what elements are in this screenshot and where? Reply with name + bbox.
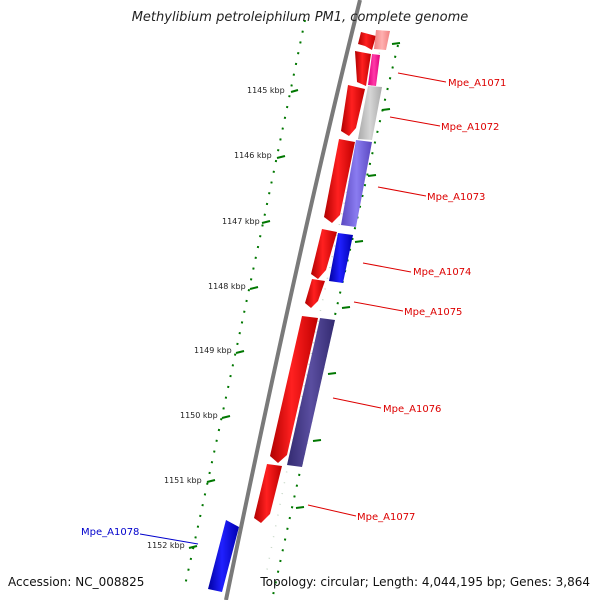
map-title: Methylibium petroleiphilum PM1, complete… xyxy=(131,10,469,25)
leader-line xyxy=(332,397,382,409)
cds-reverse[interactable] xyxy=(208,520,239,592)
cds-forward[interactable] xyxy=(355,51,371,86)
leader-line xyxy=(397,72,447,83)
kbp-label: 1151 kbp xyxy=(164,476,202,485)
leader-line xyxy=(353,301,404,312)
gene-leader-lines xyxy=(139,72,447,545)
gene-label[interactable]: Mpe_A1071 xyxy=(448,78,506,89)
gene-labels: Mpe_A1071 Mpe_A1072 Mpe_A1073 Mpe_A1074 … xyxy=(81,78,506,538)
kbp-tick xyxy=(221,415,231,419)
kbp-tick xyxy=(391,42,401,45)
cog-segment xyxy=(341,140,372,227)
kbp-label: 1152 kbp xyxy=(147,541,185,550)
forward-cds-track xyxy=(208,32,376,592)
kbp-label: 1146 kbp xyxy=(234,151,272,160)
kbp-tick xyxy=(367,174,377,177)
leader-line xyxy=(362,262,412,273)
cog-track xyxy=(287,30,390,467)
kbp-tick xyxy=(206,479,216,483)
genome-summary: Topology: circular; Length: 4,044,195 bp… xyxy=(260,575,590,589)
kbp-tick xyxy=(249,286,259,290)
gene-label[interactable]: Mpe_A1078 xyxy=(81,527,139,538)
cds-forward[interactable] xyxy=(311,229,337,279)
kbp-tick xyxy=(290,89,299,93)
kbp-tick xyxy=(276,155,286,159)
kbp-tick xyxy=(354,240,364,243)
cog-segment xyxy=(287,318,335,467)
cds-forward[interactable] xyxy=(305,279,325,308)
gene-label[interactable]: Mpe_A1074 xyxy=(413,267,471,278)
kbp-label: 1145 kbp xyxy=(247,86,285,95)
kbp-label: 1147 kbp xyxy=(222,217,260,226)
cds-forward[interactable] xyxy=(358,32,376,50)
kbp-tick xyxy=(188,545,198,549)
gene-label[interactable]: Mpe_A1073 xyxy=(427,192,485,203)
cds-forward[interactable] xyxy=(254,464,282,523)
leader-line xyxy=(139,533,199,545)
kbp-tick xyxy=(312,439,322,442)
kbp-tick xyxy=(261,220,271,224)
gene-label[interactable]: Mpe_A1072 xyxy=(441,122,499,133)
leader-line xyxy=(307,504,357,517)
cog-segment xyxy=(374,30,390,50)
cog-segment xyxy=(368,54,380,86)
cds-forward[interactable] xyxy=(270,316,318,463)
gene-label[interactable]: Mpe_A1077 xyxy=(357,512,415,523)
cds-forward[interactable] xyxy=(324,139,355,223)
leader-line xyxy=(377,186,427,197)
cog-segment xyxy=(329,233,353,283)
kbp-label: 1149 kbp xyxy=(194,346,232,355)
kbp-ticks xyxy=(188,42,401,549)
leader-line xyxy=(389,116,441,127)
kbp-tick xyxy=(235,350,245,354)
kbp-label: 1148 kbp xyxy=(208,282,246,291)
kbp-tick xyxy=(381,108,391,111)
accession-label: Accession: NC_008825 xyxy=(8,575,145,589)
kbp-label: 1150 kbp xyxy=(180,411,218,420)
kbp-labels: 1145 kbp 1146 kbp 1147 kbp 1148 kbp 1149… xyxy=(147,86,285,550)
gene-label[interactable]: Mpe_A1075 xyxy=(404,307,462,318)
kbp-tick xyxy=(341,306,351,309)
kbp-tick xyxy=(327,372,337,375)
gene-label[interactable]: Mpe_A1076 xyxy=(383,404,441,415)
genome-backbone xyxy=(224,0,362,600)
cds-forward[interactable] xyxy=(341,85,365,136)
kbp-tick xyxy=(295,506,305,509)
cog-segment xyxy=(358,86,382,140)
